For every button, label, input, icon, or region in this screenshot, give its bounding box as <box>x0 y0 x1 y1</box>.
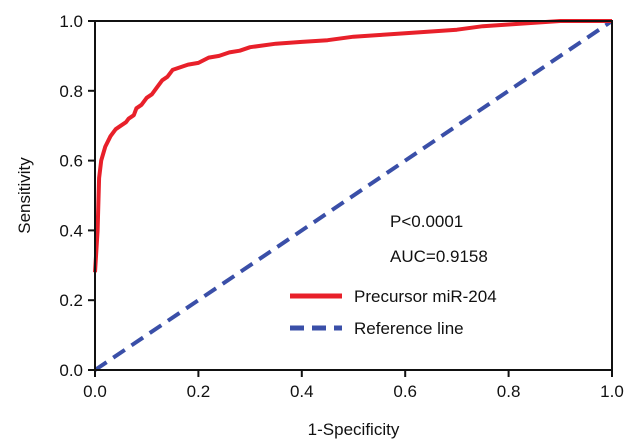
x-tick-label: 0.6 <box>393 382 417 401</box>
x-tick-label: 0.8 <box>497 382 521 401</box>
x-tick-label: 1.0 <box>600 382 624 401</box>
legend: Precursor miR-204 Reference line <box>290 287 497 338</box>
roc-curve-line <box>93 19 612 273</box>
plot-frame <box>94 20 613 371</box>
y-axis-label: Sensitivity <box>15 157 34 234</box>
x-tick-label: 0.0 <box>83 382 107 401</box>
series-layer <box>93 19 614 372</box>
legend-label-reference: Reference line <box>354 319 464 338</box>
reference-line <box>93 19 614 372</box>
x-tick-label: 0.2 <box>187 382 211 401</box>
y-tick-label: 0.6 <box>59 152 83 171</box>
y-tick-label: 1.0 <box>59 12 83 31</box>
y-tick-label: 0.0 <box>59 361 83 380</box>
auc-annotation: AUC=0.9158 <box>390 247 488 266</box>
x-tick-label: 0.4 <box>290 382 314 401</box>
y-tick-label: 0.8 <box>59 82 83 101</box>
y-tick-label: 0.2 <box>59 291 83 310</box>
legend-label-precursor: Precursor miR-204 <box>354 287 497 306</box>
p-value-annotation: P<0.0001 <box>390 212 463 231</box>
ticks-layer: 0.0 0.2 0.4 0.6 0.8 1.0 0.0 0.2 0.4 0.6 0.8 1.0 <box>59 12 623 401</box>
y-tick-label: 0.4 <box>59 221 83 240</box>
x-axis-label: 1-Specificity <box>308 420 400 439</box>
